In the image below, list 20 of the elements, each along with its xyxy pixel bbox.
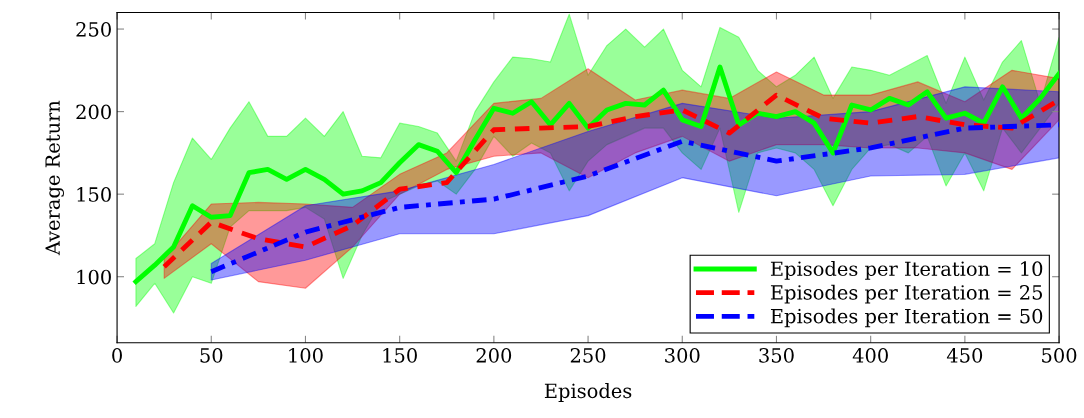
x-tick-label: 0 [112, 347, 122, 363]
x-tick-label: 200 [476, 347, 512, 363]
legend-label: Episodes per Iteration = 50 [770, 308, 1043, 328]
legend-label: Episodes per Iteration = 10 [770, 261, 1043, 280]
x-tick-label: 150 [383, 347, 417, 363]
x-axis-title: Episodes [544, 383, 632, 402]
y-tick-label: 200 [76, 104, 111, 120]
x-tick-label: 350 [759, 347, 794, 363]
x-tick-label: 250 [570, 347, 606, 363]
x-tick-label: 500 [1042, 347, 1077, 363]
y-tick-label: 100 [77, 269, 111, 285]
x-tick-label: 100 [289, 347, 323, 363]
y-tick-label: 250 [76, 22, 111, 37]
x-tick-label: 450 [946, 347, 983, 363]
x-tick-label: 50 [200, 347, 223, 363]
x-tick-label: 300 [665, 347, 700, 363]
y-tick-label: 150 [77, 187, 111, 202]
x-tick-label: 400 [852, 347, 888, 363]
y-axis-title: Average Return [45, 100, 64, 256]
legend-label: Episodes per Iteration = 25 [770, 284, 1043, 304]
